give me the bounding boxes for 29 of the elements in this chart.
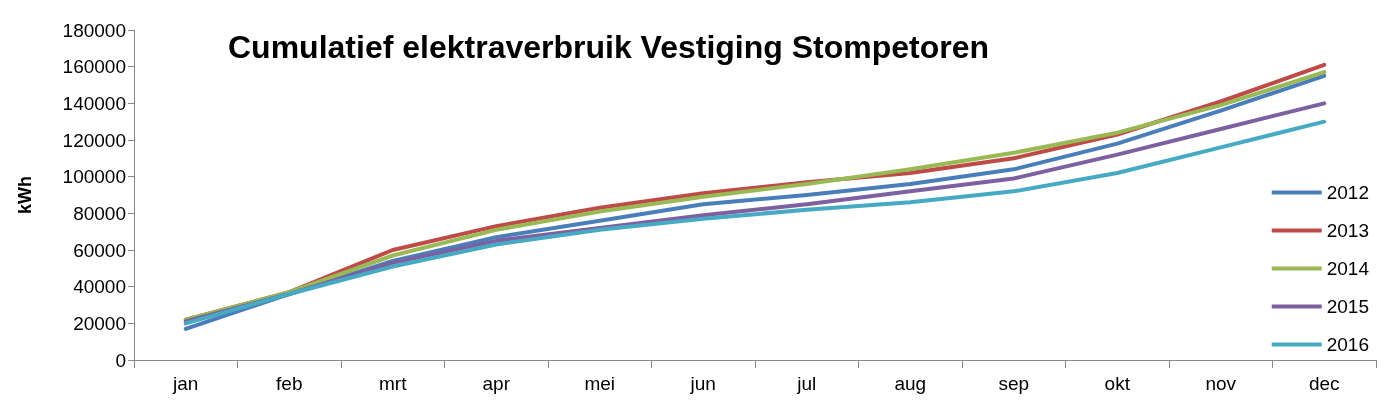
- y-tick-label: 180000: [62, 19, 126, 41]
- y-tick-label: 160000: [62, 56, 126, 78]
- x-tick-label: aug: [894, 373, 927, 394]
- y-tick-label: 120000: [62, 129, 126, 151]
- x-tick-label: mrt: [379, 373, 408, 394]
- x-tick-label: apr: [482, 373, 511, 394]
- legend-label: 2013: [1326, 220, 1370, 241]
- x-tick-label: okt: [1104, 373, 1131, 394]
- legend-label: 2016: [1326, 334, 1370, 355]
- y-axis-title: kWh: [15, 176, 35, 214]
- legend-label: 2012: [1326, 182, 1370, 203]
- y-tick-label: 0: [115, 349, 126, 371]
- y-tick-label: 100000: [62, 166, 126, 188]
- y-tick-label: 80000: [73, 202, 126, 224]
- x-tick-label: nov: [1205, 373, 1237, 394]
- y-tick-label: 140000: [62, 92, 126, 114]
- x-tick-label: jan: [172, 373, 199, 394]
- chart-title: Cumulatief elektraverbruik Vestiging Stompetoren: [228, 29, 990, 65]
- x-tick-label: mei: [584, 373, 616, 394]
- x-tick-label: jun: [689, 373, 716, 394]
- legend-label: 2014: [1326, 258, 1370, 279]
- y-tick-label: 40000: [73, 276, 126, 298]
- x-tick-label: jul: [796, 373, 817, 394]
- y-tick-label: 60000: [73, 239, 126, 261]
- x-tick-label: dec: [1308, 373, 1340, 394]
- legend-label: 2015: [1326, 296, 1370, 317]
- x-tick-label: sep: [998, 373, 1030, 394]
- x-tick-label: feb: [276, 373, 303, 394]
- y-tick-label: 20000: [73, 312, 126, 334]
